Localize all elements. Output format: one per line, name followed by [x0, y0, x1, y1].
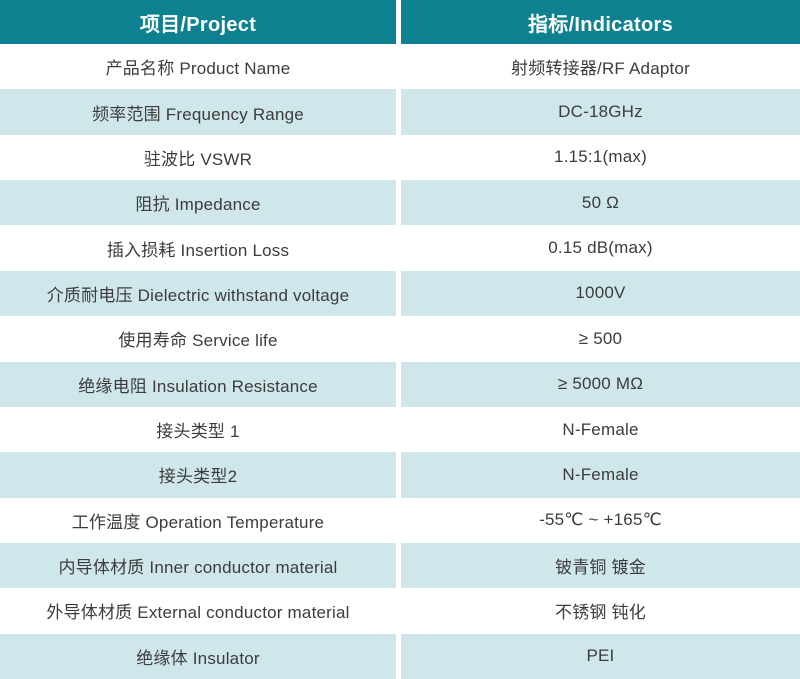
row-label-cell: 接头类型2 — [0, 452, 396, 498]
table-row: 产品名称 Product Name 射频转接器/RF Adaptor — [0, 44, 800, 90]
table-header-row: 项目/Project 指标/Indicators — [0, 0, 800, 44]
table-row: 使用寿命 Service life ≥ 500 — [0, 316, 800, 362]
column-divider — [396, 542, 401, 589]
table-row: 介质耐电压 Dielectric withstand voltage 1000V — [0, 270, 800, 317]
row-value-cell: 1.15:1(max) — [401, 134, 800, 181]
column-divider — [396, 89, 401, 135]
column-divider — [396, 452, 401, 498]
column-divider — [396, 225, 401, 271]
row-label-cell: 绝缘电阻 Insulation Resistance — [0, 361, 396, 407]
row-label-cell: 产品名称 Product Name — [0, 44, 396, 90]
row-value-cell: 不锈钢 钝化 — [401, 588, 800, 634]
row-value-cell: 射频转接器/RF Adaptor — [401, 44, 800, 90]
row-label-cell: 驻波比 VSWR — [0, 134, 396, 181]
row-value-cell: PEI — [401, 633, 800, 679]
row-label-cell: 介质耐电压 Dielectric withstand voltage — [0, 270, 396, 317]
row-value-cell: DC-18GHz — [401, 89, 800, 135]
table-row: 接头类型 1 N-Female — [0, 406, 800, 453]
table-row: 频率范围 Frequency Range DC-18GHz — [0, 89, 800, 135]
row-value-cell: -55℃ ~ +165℃ — [401, 497, 800, 543]
column-divider — [396, 633, 401, 679]
row-value-cell: 铍青铜 镀金 — [401, 542, 800, 589]
column-divider — [396, 406, 401, 453]
table-row: 内导体材质 Inner conductor material 铍青铜 镀金 — [0, 542, 800, 589]
row-value-cell: N-Female — [401, 406, 800, 453]
row-value-cell: 50 Ω — [401, 180, 800, 226]
row-label-cell: 频率范围 Frequency Range — [0, 89, 396, 135]
row-label-cell: 工作温度 Operation Temperature — [0, 497, 396, 543]
table-row: 工作温度 Operation Temperature -55℃ ~ +165℃ — [0, 497, 800, 543]
column-divider — [396, 180, 401, 226]
row-label-cell: 内导体材质 Inner conductor material — [0, 542, 396, 589]
table-row: 绝缘体 Insulator PEI — [0, 633, 800, 679]
header-cell-indicators: 指标/Indicators — [401, 0, 800, 44]
table-row: 阻抗 Impedance 50 Ω — [0, 180, 800, 226]
row-value-cell: N-Female — [401, 452, 800, 498]
row-label-cell: 外导体材质 External conductor material — [0, 588, 396, 634]
column-divider — [396, 270, 401, 317]
row-value-cell: ≥ 5000 MΩ — [401, 361, 800, 407]
row-label-cell: 绝缘体 Insulator — [0, 633, 396, 679]
column-divider — [396, 588, 401, 634]
row-label-cell: 接头类型 1 — [0, 406, 396, 453]
column-divider — [396, 44, 401, 90]
row-label-cell: 阻抗 Impedance — [0, 180, 396, 226]
column-divider — [396, 361, 401, 407]
table-row: 外导体材质 External conductor material 不锈钢 钝化 — [0, 588, 800, 634]
column-divider — [396, 134, 401, 181]
column-divider — [396, 497, 401, 543]
table-row: 接头类型2 N-Female — [0, 452, 800, 498]
row-value-cell: 0.15 dB(max) — [401, 225, 800, 271]
row-value-cell: ≥ 500 — [401, 316, 800, 362]
table-row: 驻波比 VSWR 1.15:1(max) — [0, 134, 800, 181]
column-divider — [396, 0, 401, 44]
table-row: 插入损耗 Insertion Loss 0.15 dB(max) — [0, 225, 800, 271]
column-divider — [396, 316, 401, 362]
row-label-cell: 使用寿命 Service life — [0, 316, 396, 362]
table-row: 绝缘电阻 Insulation Resistance ≥ 5000 MΩ — [0, 361, 800, 407]
row-label-cell: 插入损耗 Insertion Loss — [0, 225, 396, 271]
header-cell-project: 项目/Project — [0, 0, 396, 44]
row-value-cell: 1000V — [401, 270, 800, 317]
